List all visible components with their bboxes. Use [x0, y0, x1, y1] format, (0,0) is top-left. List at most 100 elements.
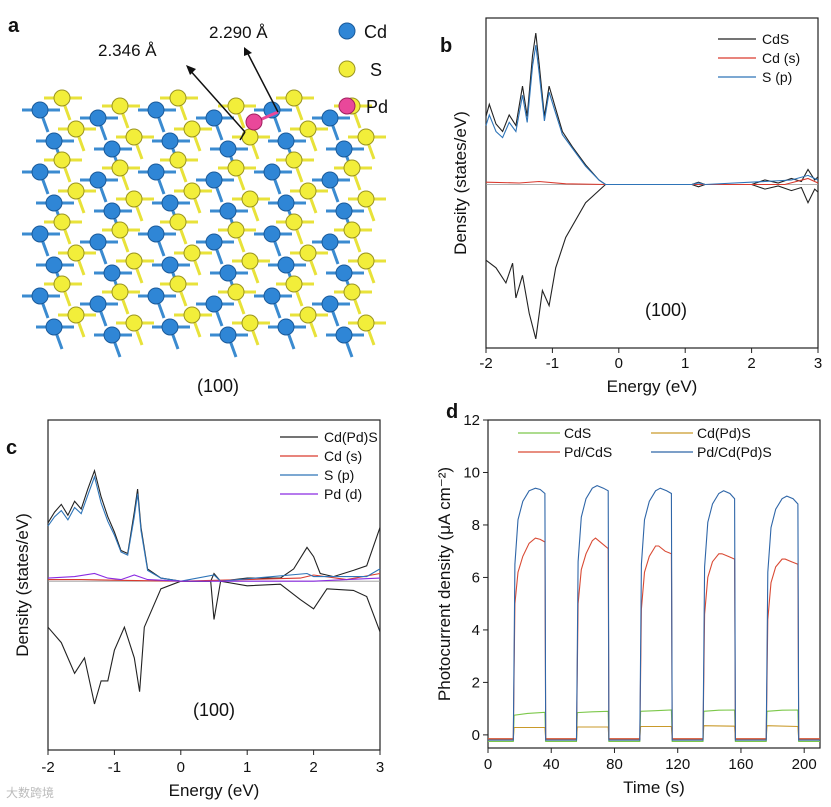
cd-atom	[219, 140, 237, 158]
series-line-cds	[485, 33, 819, 186]
cd-atom	[161, 194, 179, 212]
x-tick-label: 200	[792, 756, 817, 773]
cd-atom	[89, 295, 107, 313]
x-tick-label: 120	[665, 756, 690, 773]
s-atom	[285, 213, 303, 231]
s-atom	[183, 306, 201, 324]
y-tick-label: 2	[472, 674, 480, 691]
y-tick-label: 8	[472, 517, 480, 534]
s-atom	[169, 151, 187, 169]
s-atom	[169, 275, 187, 293]
legend-label: CdS	[564, 425, 591, 441]
s-atom	[183, 182, 201, 200]
x-tick-label: 1	[681, 355, 689, 372]
s-atom	[227, 283, 245, 301]
panel-letter: d	[446, 401, 458, 423]
cd-atom	[31, 225, 49, 243]
cd-atom	[161, 318, 179, 336]
cd-atom	[277, 256, 295, 274]
watermark: 大数跨境	[6, 786, 55, 800]
legend-label: CdS	[762, 31, 789, 47]
s-atom	[227, 159, 245, 177]
x-tick-label: -1	[108, 759, 121, 776]
panel-c-dos-cdpds: c -2 -1 0 1 2 3 Energy (eV) Density (states/eV) (…	[6, 419, 384, 800]
legend-label: S (p)	[762, 69, 792, 85]
cd-atom	[45, 256, 63, 274]
cd-atom	[205, 233, 223, 251]
cd-atom	[103, 140, 121, 158]
plot-frame	[487, 419, 821, 749]
cd-atom	[219, 264, 237, 282]
s-atom	[125, 314, 143, 332]
s-atom	[241, 252, 259, 270]
x-tick-label: 1	[243, 759, 251, 776]
y-tick-label: 0	[472, 727, 480, 744]
s-legend-marker	[338, 60, 356, 78]
s-atom	[169, 213, 187, 231]
x-tick-label: 40	[543, 756, 560, 773]
s-atom	[227, 221, 245, 239]
x-tick-label: 0	[177, 759, 185, 776]
cd-atom	[45, 194, 63, 212]
cd-atom	[335, 264, 353, 282]
cd-atom	[335, 202, 353, 220]
s-atom	[343, 283, 361, 301]
panel-letter: b	[440, 35, 452, 57]
legend-label-pd: Pd	[366, 97, 388, 117]
x-tick-label: -2	[479, 355, 492, 372]
cd-atom	[219, 202, 237, 220]
s-atom	[357, 314, 375, 332]
cd-atom	[45, 132, 63, 150]
atom-legend: Cd S Pd	[338, 22, 388, 117]
panel-d-photocurrent: d 0 40 80 120 160 200 0 2 4 6 8 10 12 Time (s) Photocur…	[435, 401, 821, 797]
legend-label: S (p)	[324, 467, 354, 483]
legend-label: Cd(Pd)S	[324, 429, 378, 445]
cd-atom	[147, 101, 165, 119]
s-atom	[183, 244, 201, 262]
cd-atom	[321, 171, 339, 189]
s-atom	[299, 244, 317, 262]
s-atom	[125, 128, 143, 146]
s-atom	[357, 190, 375, 208]
s-atom	[357, 128, 375, 146]
cd-atom	[103, 264, 121, 282]
series-line-cds-spin-down-	[485, 183, 819, 340]
series-line-pd-cd-pd-s	[488, 484, 820, 741]
cd-atom	[205, 171, 223, 189]
cd-atom	[263, 287, 281, 305]
x-tick-label: 2	[747, 355, 755, 372]
cd-atom	[321, 295, 339, 313]
s-atom	[53, 151, 71, 169]
s-atom	[111, 97, 129, 115]
cd-atom	[103, 202, 121, 220]
bond-arrow-2346	[186, 65, 246, 141]
plot-frame	[47, 419, 381, 751]
s-atom	[299, 120, 317, 138]
legend-label: Pd/CdS	[564, 444, 612, 460]
s-atom	[67, 244, 85, 262]
x-tick-label: 2	[309, 759, 317, 776]
s-atom	[53, 213, 71, 231]
s-atom	[343, 221, 361, 239]
s-atom	[183, 120, 201, 138]
s-atom	[53, 89, 71, 107]
cd-atom	[147, 163, 165, 181]
cd-atom	[103, 326, 121, 344]
cd-atom	[31, 101, 49, 119]
cd-atom	[31, 163, 49, 181]
cd-atom	[263, 163, 281, 181]
plot-frame	[485, 17, 819, 349]
panel-a-letter: a	[8, 15, 20, 37]
s-atom	[299, 182, 317, 200]
cd-atom	[89, 233, 107, 251]
x-axis-label: Energy (eV)	[169, 781, 260, 800]
x-tick-label: 80	[606, 756, 623, 773]
s-atom	[111, 283, 129, 301]
cd-atom	[205, 109, 223, 127]
cd-atom	[321, 233, 339, 251]
s-atom	[227, 97, 245, 115]
cd-atom	[219, 326, 237, 344]
y-axis-label: Photocurrent density (μA cm⁻²)	[435, 467, 454, 701]
series-line-s-p-	[485, 45, 819, 186]
